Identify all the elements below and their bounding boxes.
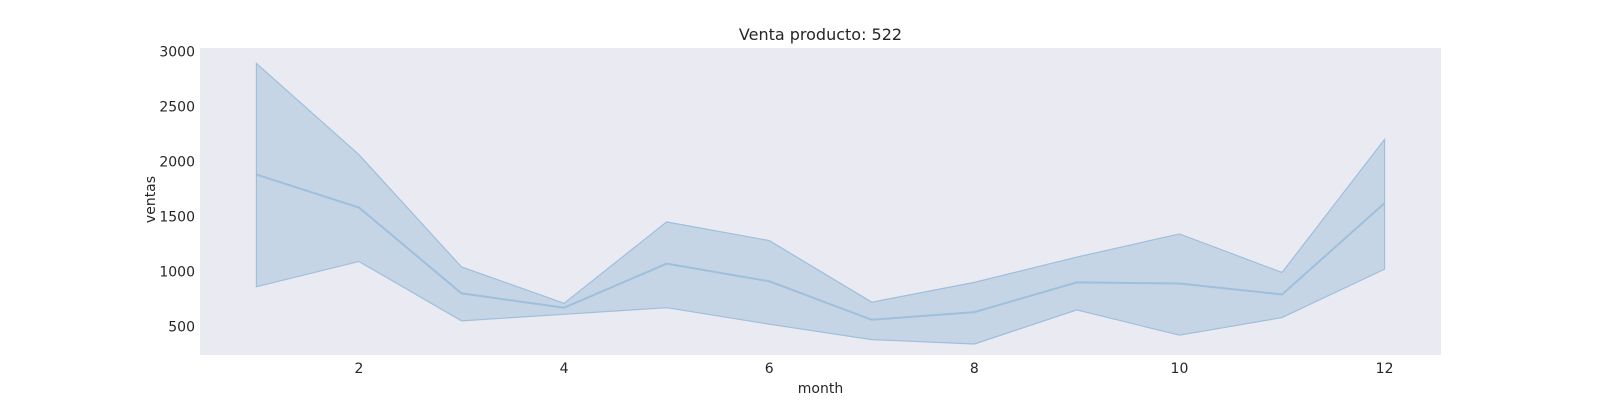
confidence-band bbox=[255, 62, 1386, 345]
y-tick-label: 2000 bbox=[159, 154, 195, 170]
series-line bbox=[256, 173, 1386, 321]
x-tick-label: 8 bbox=[970, 361, 979, 377]
chart-title: Venta producto: 522 bbox=[739, 25, 902, 44]
y-tick-label: 1500 bbox=[159, 209, 195, 225]
y-tick-label: 500 bbox=[168, 319, 195, 335]
y-tick-label: 1000 bbox=[159, 264, 195, 280]
y-axis-label: ventas bbox=[143, 176, 159, 223]
line-layer bbox=[256, 173, 1386, 321]
x-tick-label: 6 bbox=[765, 361, 774, 377]
x-tick-label: 12 bbox=[1376, 361, 1394, 377]
y-tick-label: 2500 bbox=[159, 99, 195, 115]
y-tick-label: 3000 bbox=[159, 44, 195, 60]
y-tick-labels: 500 1000 1500 2000 2500 3000 bbox=[159, 44, 195, 335]
x-tick-label: 10 bbox=[1171, 361, 1189, 377]
x-tick-labels: 2 4 6 8 10 12 bbox=[355, 361, 1394, 377]
confidence-band-layer bbox=[255, 62, 1386, 345]
x-axis-label: month bbox=[798, 381, 843, 397]
x-tick-label: 4 bbox=[560, 361, 569, 377]
x-tick-label: 2 bbox=[355, 361, 364, 377]
